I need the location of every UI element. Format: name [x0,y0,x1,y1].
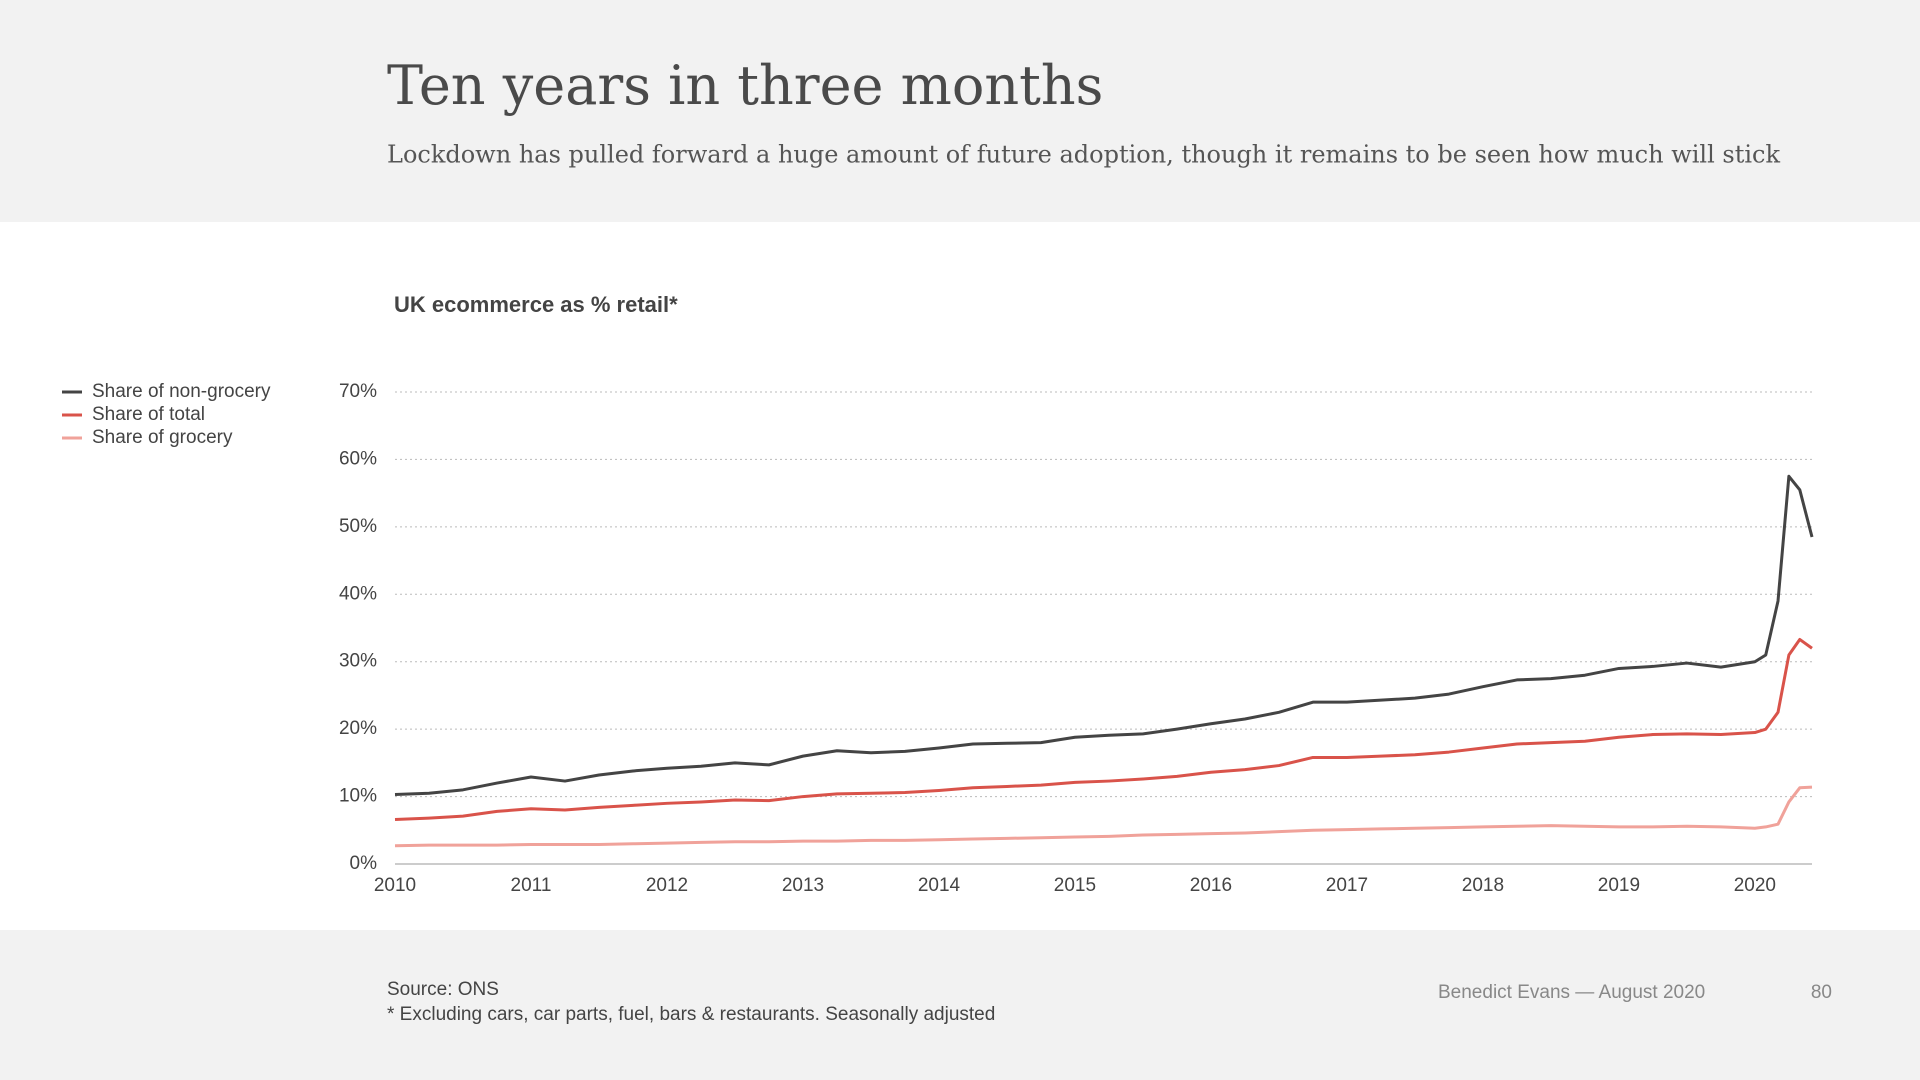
chart-title: UK ecommerce as % retail* [394,292,678,317]
title: Ten years in three months [387,54,1103,117]
x-tick-label: 2011 [511,875,552,896]
x-tick-label: 2016 [1190,875,1232,896]
source: Source: ONS [387,979,499,1000]
y-tick-label: 0% [350,853,378,874]
legend-label: Share of grocery [92,427,233,448]
y-tick-label: 10% [339,786,377,807]
y-tick-label: 60% [339,448,377,469]
y-tick-label: 20% [339,718,377,739]
x-tick-label: 2010 [374,875,416,896]
y-tick-label: 50% [339,516,377,537]
y-tick-label: 70% [339,381,377,402]
page-number: 80 [1811,982,1832,1003]
header-band [0,0,1920,222]
x-tick-label: 2014 [918,875,961,896]
x-tick-label: 2018 [1462,875,1504,896]
x-tick-label: 2013 [782,875,824,896]
x-tick-label: 2020 [1734,875,1776,896]
subtitle: Lockdown has pulled forward a huge amoun… [387,141,1780,169]
x-tick-label: 2012 [646,875,688,896]
y-tick-label: 30% [339,651,377,672]
x-tick-label: 2017 [1326,875,1368,896]
footer-band [0,930,1920,1080]
legend-label: Share of total [92,404,205,425]
legend-label: Share of non-grocery [92,381,271,402]
author: Benedict Evans — August 2020 [1438,982,1705,1003]
y-tick-label: 40% [339,583,377,604]
x-tick-label: 2015 [1054,875,1096,896]
series-line [394,637,1813,821]
note: * Excluding cars, car parts, fuel, bars … [387,1004,995,1025]
series-line [394,785,1813,848]
x-tick-label: 2019 [1598,875,1640,896]
series-line [394,474,1814,797]
